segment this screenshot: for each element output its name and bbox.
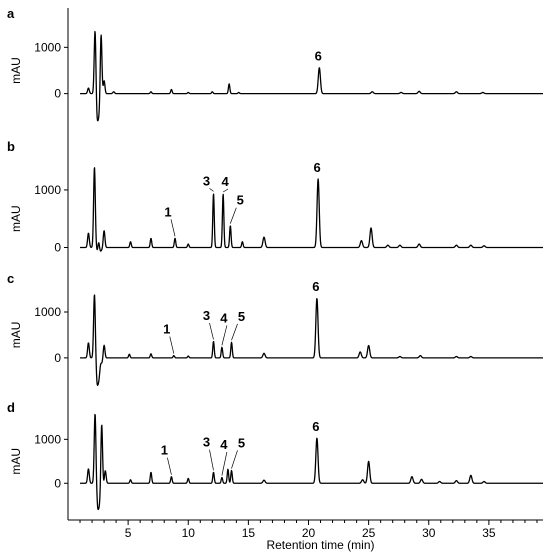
peak-label-1: 1 [164, 204, 171, 219]
leader-line-1 [169, 336, 175, 354]
y-tick-label: 1000 [34, 305, 61, 319]
peak-label-1: 1 [163, 322, 170, 337]
leader-line-5 [231, 450, 238, 469]
peak-label-6: 6 [312, 279, 319, 294]
leader-line-5 [229, 207, 237, 224]
leader-line-4 [221, 325, 228, 346]
y-axis-title: mAU [9, 57, 23, 84]
chromatogram-trace-c [79, 294, 544, 386]
panel-letter-d: d [7, 400, 15, 415]
peak-label-4: 4 [220, 310, 228, 325]
y-tick-label: 0 [54, 240, 61, 254]
peak-label-3: 3 [203, 173, 210, 188]
chromatogram-trace-d [79, 413, 544, 511]
x-tick-label: 15 [242, 526, 256, 540]
leader-line-3 [209, 188, 214, 192]
y-axis-title: mAU [9, 322, 23, 349]
panel-letter-b: b [7, 139, 15, 154]
peak-label-4: 4 [220, 437, 228, 452]
y-tick-label: 1000 [34, 40, 61, 54]
x-tick-label: 25 [362, 526, 376, 540]
peak-label-6: 6 [312, 419, 319, 434]
x-axis-title: Retention time (min) [266, 538, 374, 552]
peak-label-1: 1 [161, 443, 168, 458]
peak-label-6: 6 [315, 49, 322, 64]
peak-label-3: 3 [203, 308, 210, 323]
y-axis-title: mAU [9, 448, 23, 475]
leader-line-3 [209, 449, 214, 471]
x-tick-label: 10 [182, 526, 196, 540]
x-tick-label: 5 [125, 526, 132, 540]
y-tick-label: 1000 [34, 183, 61, 197]
x-tick-label: 35 [482, 526, 496, 540]
leader-line-5 [231, 323, 238, 341]
y-tick-label: 0 [54, 351, 61, 365]
peak-label-4: 4 [221, 174, 229, 189]
panel-letter-a: a [7, 6, 15, 21]
leader-line-4 [221, 451, 228, 476]
y-axis-title: mAU [9, 205, 23, 232]
y-tick-label: 0 [54, 476, 61, 490]
leader-line-3 [209, 323, 214, 340]
panel-letter-c: c [7, 271, 14, 286]
leader-line-1 [170, 219, 176, 237]
y-tick-label: 0 [54, 87, 61, 101]
leader-line-1 [167, 457, 172, 475]
peak-label-3: 3 [203, 435, 210, 450]
peak-label-6: 6 [313, 160, 320, 175]
x-tick-label: 30 [422, 526, 436, 540]
chromatogram-trace-a [79, 30, 544, 122]
peak-label-5: 5 [238, 435, 245, 450]
peak-label-5: 5 [238, 309, 245, 324]
y-tick-label: 1000 [34, 432, 61, 446]
x-tick-label: 20 [302, 526, 316, 540]
chromatogram-trace-b [79, 167, 544, 252]
peak-label-5: 5 [237, 193, 244, 208]
leader-line-4 [222, 188, 229, 193]
